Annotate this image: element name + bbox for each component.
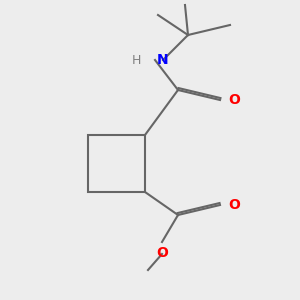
- Text: O: O: [228, 93, 240, 107]
- Text: O: O: [228, 198, 240, 212]
- Text: H: H: [132, 53, 141, 67]
- Text: N: N: [157, 53, 169, 67]
- Text: O: O: [156, 246, 168, 260]
